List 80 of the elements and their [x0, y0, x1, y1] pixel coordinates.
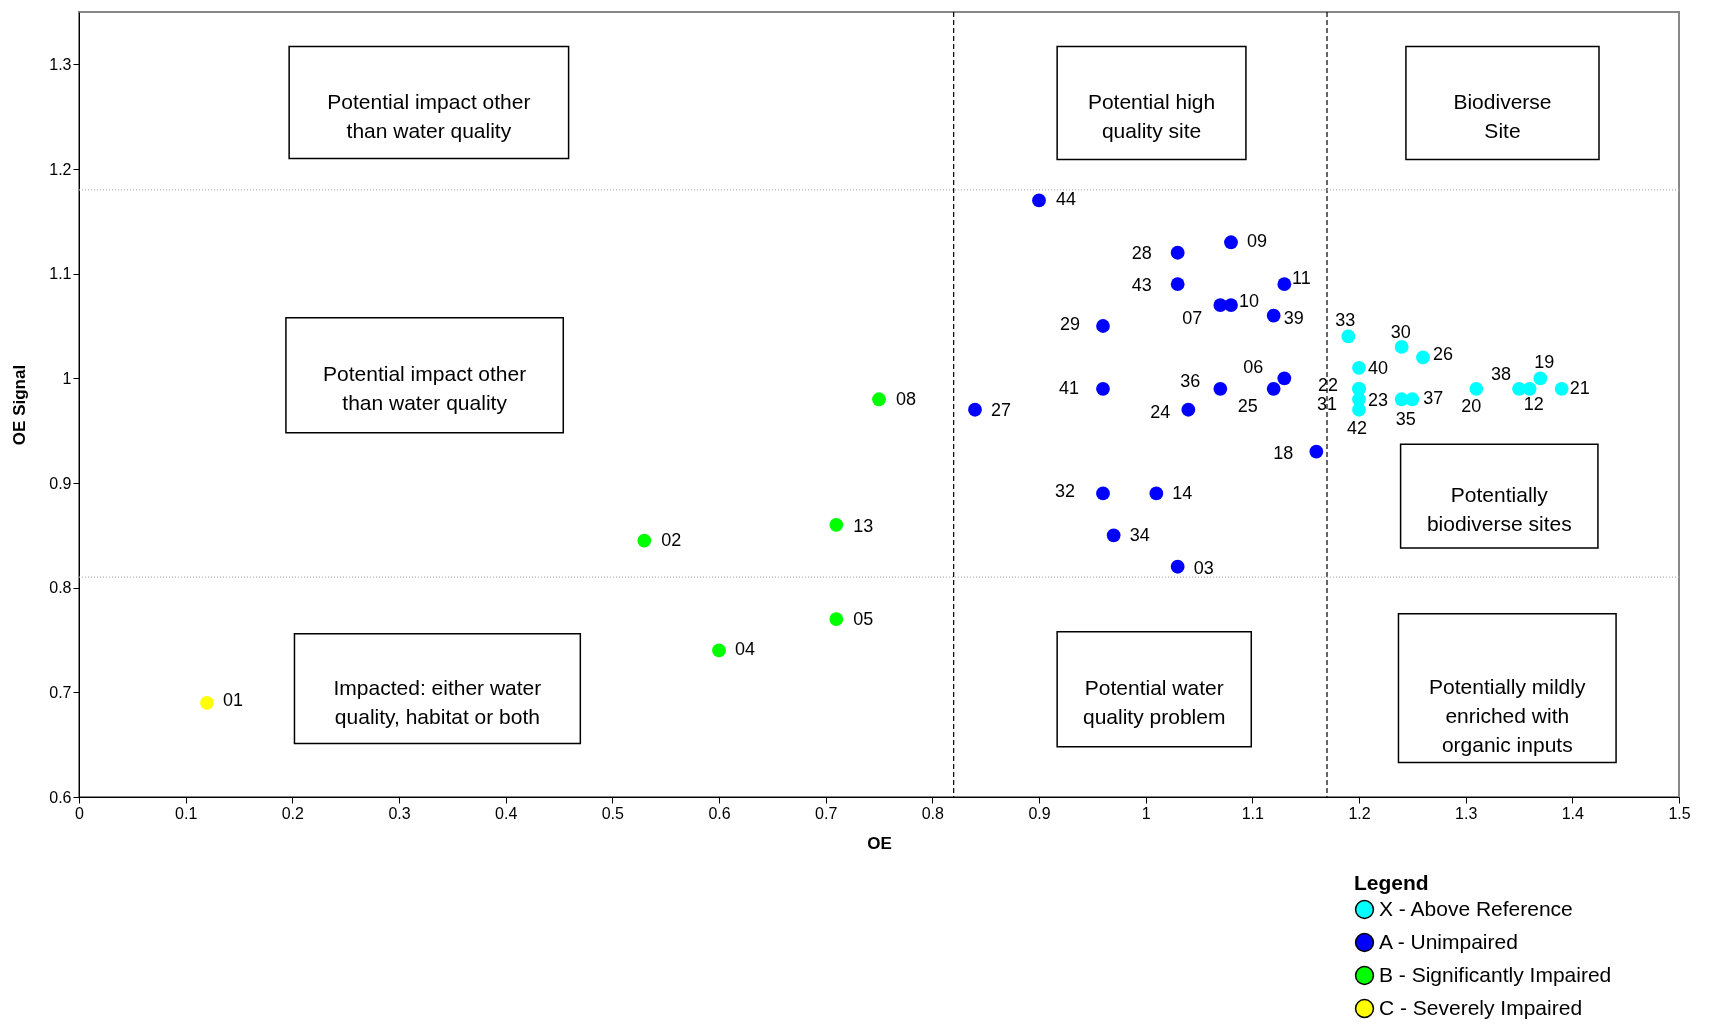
- annotation: 41: [1058, 377, 1080, 398]
- annotation: 33: [1335, 310, 1356, 331]
- annotation: 14: [1172, 483, 1193, 504]
- x-tick-label: 0.7: [815, 804, 838, 822]
- x-tick-label: 0.8: [921, 804, 945, 822]
- annotation: 09: [1246, 231, 1268, 252]
- annotation: 44: [1055, 189, 1077, 210]
- annotation: Potentially mildly enriched with organic inputs: [1429, 675, 1586, 757]
- x-tick-label: 1.4: [1561, 804, 1585, 822]
- annotation: 27: [990, 399, 1012, 420]
- annotation: Potential water quality problem: [1083, 676, 1226, 729]
- annotation: 39: [1283, 307, 1304, 328]
- annotation: 38: [1490, 363, 1512, 384]
- y-tick-label: 0.7: [49, 683, 72, 701]
- annotation: 11: [1291, 268, 1311, 289]
- legend-title: Legend: [1354, 871, 1429, 894]
- y-tick-label: 0.9: [49, 474, 72, 492]
- annotation: 32: [1054, 481, 1076, 502]
- annotation: Potential high quality site: [1087, 90, 1216, 143]
- annotation: 03: [1193, 557, 1214, 578]
- y-tick-label: 0.8: [49, 579, 72, 597]
- annotation: Biodiverse Site: [1453, 90, 1552, 143]
- annotation: 01: [222, 689, 244, 710]
- annotation: 40: [1367, 357, 1389, 378]
- x-tick-label: 1: [1141, 804, 1151, 822]
- annotation: 26: [1432, 344, 1454, 365]
- x-tick-label: 0.5: [601, 804, 625, 822]
- annotation: Potentially biodiverse sites: [1426, 483, 1572, 536]
- annotation: 37: [1423, 388, 1444, 409]
- x-tick-label: 0.3: [388, 804, 411, 822]
- annotation: 24: [1150, 401, 1171, 422]
- annotation: 43: [1131, 275, 1152, 296]
- annotation: 36: [1180, 370, 1201, 391]
- annotation: 12: [1523, 393, 1544, 414]
- annotation: 10: [1238, 291, 1260, 312]
- annotation: Potential impact other than water quality: [323, 362, 527, 415]
- legend-label: C - Severely Impaired: [1379, 995, 1583, 1019]
- x-tick-label: 1.2: [1348, 804, 1371, 822]
- x-tick-label: 1.3: [1455, 804, 1478, 822]
- x-tick-label: 1.5: [1668, 804, 1691, 822]
- x-tick-label: 0.6: [708, 804, 731, 822]
- annotation: 02: [661, 529, 682, 550]
- annotation: 31: [1316, 394, 1338, 415]
- x-axis-title: OE: [867, 833, 892, 853]
- y-axis-title: OE Signal: [10, 364, 30, 446]
- y-tick-label: 1.2: [49, 160, 72, 178]
- legend-label: A - Unimpaired: [1379, 929, 1518, 953]
- y-tick-label: 1.3: [49, 55, 72, 73]
- x-tick-label: 0.2: [281, 804, 305, 822]
- x-tick-label: 0.9: [1028, 804, 1051, 822]
- annotation: 42: [1346, 417, 1368, 438]
- annotation: 20: [1461, 395, 1482, 416]
- annotation: 23: [1367, 389, 1389, 410]
- annotation: Impacted: either water quality, habitat or both: [333, 675, 542, 728]
- y-tick-label: 1: [62, 369, 72, 387]
- annotation: 07: [1182, 308, 1203, 329]
- y-tick-label: 1.1: [49, 265, 72, 283]
- legend-label: B - Significantly Impaired: [1379, 962, 1612, 986]
- annotation: 19: [1534, 352, 1555, 373]
- x-tick-label: 0: [75, 804, 85, 822]
- annotation: 13: [853, 515, 874, 536]
- x-tick-label: 1.1: [1241, 804, 1265, 822]
- annotation: 34: [1129, 525, 1150, 546]
- annotation: 30: [1390, 321, 1411, 342]
- annotation: 25: [1237, 395, 1258, 416]
- annotation: 29: [1059, 314, 1081, 334]
- annotation: 21: [1569, 377, 1590, 398]
- annotation: 35: [1395, 409, 1416, 430]
- x-tick-label: 0.1: [175, 804, 198, 822]
- annotation: 04: [734, 639, 756, 660]
- annotation: 06: [1243, 357, 1264, 378]
- legend-label: X - Above Reference: [1379, 896, 1573, 920]
- annotation: 28: [1131, 242, 1152, 263]
- x-tick-label: 0.4: [495, 804, 518, 822]
- annotation: 08: [895, 389, 917, 410]
- annotation: 22: [1317, 374, 1339, 395]
- annotation: Potential impact other than water quality: [327, 89, 531, 142]
- annotation: 18: [1273, 442, 1294, 463]
- y-tick-label: 0.6: [49, 788, 72, 806]
- annotation: 05: [853, 609, 874, 630]
